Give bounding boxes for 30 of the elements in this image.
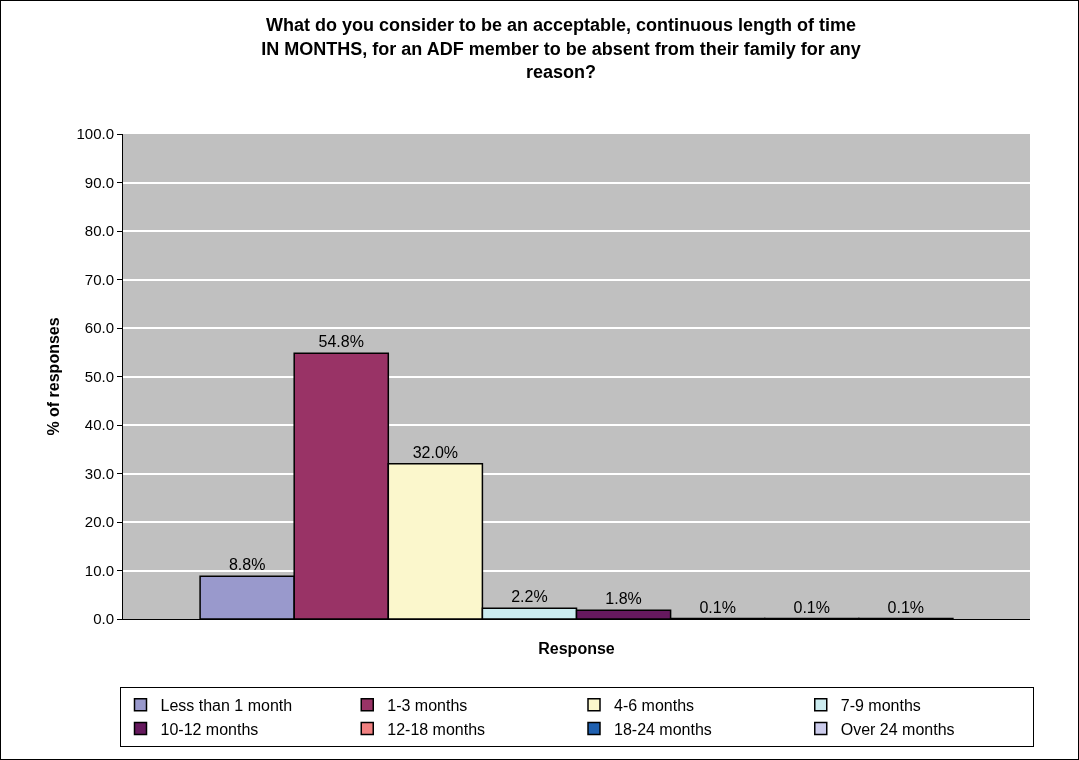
data-label: 8.8% (228, 556, 266, 574)
legend-label: 7-9 months (840, 697, 921, 715)
y-tick-label: 70.0 (84, 270, 114, 288)
data-label: 0.1% (887, 598, 925, 616)
data-label: 2.2% (511, 588, 548, 606)
y-tick-label: 60.0 (84, 319, 114, 337)
legend-label: 10-12 months (160, 720, 259, 738)
y-axis-title: % of responses (45, 317, 63, 436)
y-tick-label: 100.0 (76, 125, 114, 143)
data-label: 54.8% (318, 333, 364, 351)
data-label: 0.1% (793, 598, 830, 616)
legend-label: 1-3 months (387, 697, 468, 715)
y-tick-label: 90.0 (84, 173, 114, 191)
legend-label: Less than 1 month (160, 697, 293, 715)
legend-label: Over 24 months (840, 720, 955, 738)
legend-label: 18-24 months (614, 720, 712, 738)
y-tick-label: 20.0 (84, 513, 114, 531)
y-tick-label: 50.0 (84, 367, 114, 385)
legend-label: 4-6 months (614, 697, 695, 715)
y-tick-label: 0.0 (93, 610, 114, 628)
data-label: 32.0% (412, 443, 459, 461)
chart-title: What do you consider to be an acceptable, continuous length of time IN MONTHS, for an ADF member to be absent from their family for any reason? (261, 15, 861, 83)
y-tick-label: 80.0 (84, 222, 114, 240)
y-tick-label: 10.0 (84, 561, 114, 579)
data-label: 1.8% (605, 590, 642, 608)
y-tick-label: 40.0 (84, 416, 114, 434)
data-label: 0.1% (699, 598, 736, 616)
y-tick-label: 30.0 (84, 464, 114, 482)
legend-label: 12-18 months (387, 720, 486, 738)
x-axis-title: Response (538, 639, 615, 657)
